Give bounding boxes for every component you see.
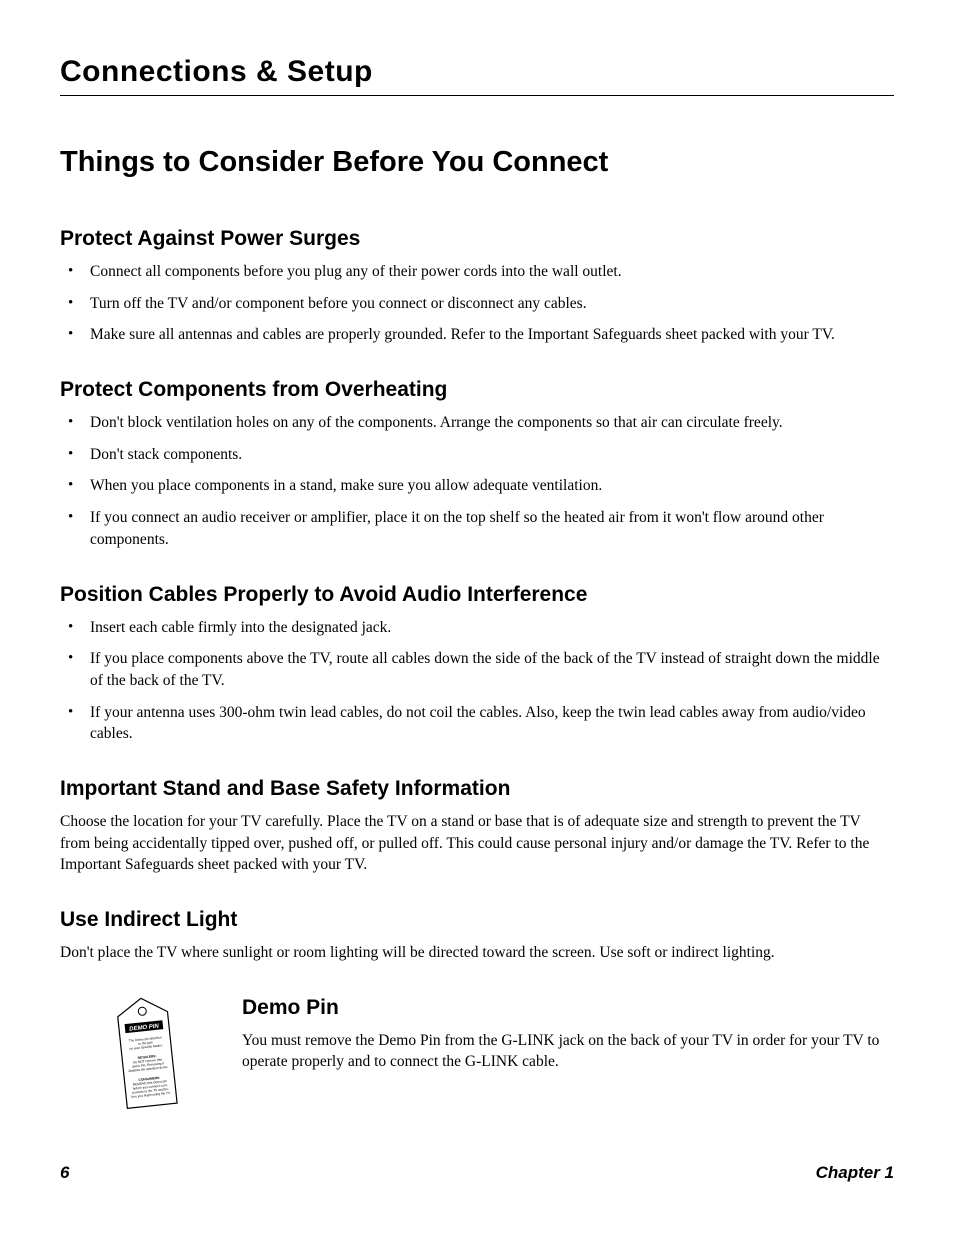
bullet-item: Connect all components before you plug a… (90, 261, 894, 283)
section-heading: Position Cables Properly to Avoid Audio … (60, 583, 894, 607)
bullet-list: Don't block ventilation holes on any of … (60, 412, 894, 550)
page-footer: 6 Chapter 1 (60, 1163, 894, 1183)
bullet-item: Don't block ventilation holes on any of … (90, 412, 894, 434)
chapter-header: Connections & Setup (60, 55, 894, 96)
bullet-item: If your antenna uses 300-ohm twin lead c… (90, 702, 894, 745)
bullet-item: If you connect an audio receiver or ampl… (90, 507, 894, 550)
demo-pin-tag-graphic: DEMO PIN The Demo pin attaches to the ja… (102, 996, 192, 1121)
demo-pin-body: You must remove the Demo Pin from the G-… (242, 1030, 894, 1073)
bullet-list: Insert each cable firmly into the design… (60, 617, 894, 745)
section: Protect Against Power Surges Connect all … (60, 227, 894, 346)
section-body: Choose the location for your TV carefull… (60, 811, 894, 876)
bullet-item: Insert each cable firmly into the design… (90, 617, 894, 639)
section-heading: Protect Against Power Surges (60, 227, 894, 251)
chapter-label: Chapter 1 (816, 1163, 894, 1183)
section-heading: Use Indirect Light (60, 908, 894, 932)
demo-pin-section: DEMO PIN The Demo pin attaches to the ja… (60, 996, 894, 1121)
page-number: 6 (60, 1163, 69, 1183)
bullet-item: When you place components in a stand, ma… (90, 475, 894, 497)
bullet-item: Don't stack components. (90, 444, 894, 466)
page-title: Things to Consider Before You Connect (60, 146, 894, 179)
section-heading: Protect Components from Overheating (60, 378, 894, 402)
bullet-list: Connect all components before you plug a… (60, 261, 894, 346)
section-body: Don't place the TV where sunlight or roo… (60, 942, 894, 964)
section: Important Stand and Base Safety Informat… (60, 777, 894, 876)
bullet-item: If you place components above the TV, ro… (90, 648, 894, 691)
bullet-item: Turn off the TV and/or component before … (90, 293, 894, 315)
demo-pin-heading: Demo Pin (242, 996, 894, 1020)
section-heading: Important Stand and Base Safety Informat… (60, 777, 894, 801)
section: Use Indirect Light Don't place the TV whe… (60, 908, 894, 964)
section: Position Cables Properly to Avoid Audio … (60, 583, 894, 745)
bullet-item: Make sure all antennas and cables are pr… (90, 324, 894, 346)
section: Protect Components from Overheating Don't… (60, 378, 894, 550)
